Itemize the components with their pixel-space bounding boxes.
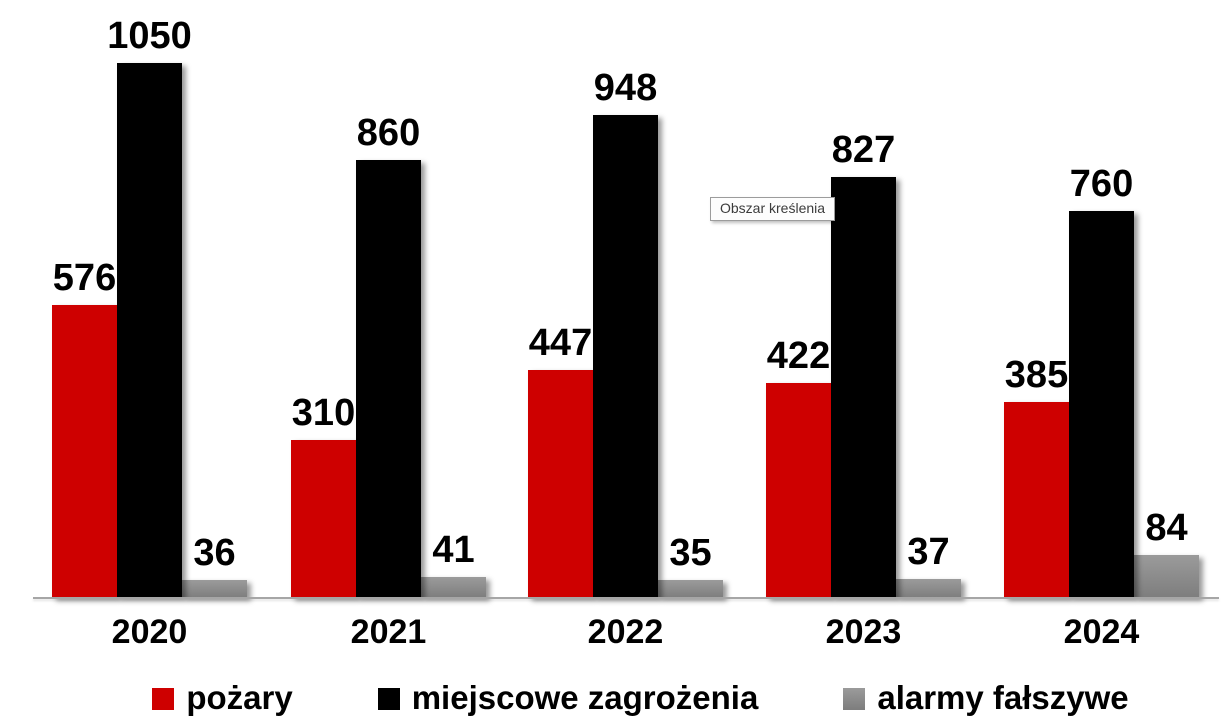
value-label-alarmy-falszywe-2020: 36 (193, 532, 236, 574)
legend-label-miejscowe-zagrozenia: miejscowe zagrożenia (411, 679, 759, 716)
plot-area-tooltip: Obszar kreślenia (710, 197, 836, 221)
x-axis-label-2023: 2023 (825, 613, 902, 651)
bar-pozary-2020[interactable] (52, 305, 117, 598)
legend: pożary miejscowe zagrożenia alarmy fałszyw… (0, 681, 1226, 714)
bar-alarmy-falszywe-2020[interactable] (182, 580, 247, 598)
value-label-miejscowe-zagrozenia-2024: 760 (1069, 163, 1134, 205)
bar-alarmy-falszywe-2024[interactable] (1134, 555, 1199, 598)
legend-marker-pozary (152, 688, 175, 710)
value-label-miejscowe-zagrozenia-2021: 860 (356, 112, 421, 154)
legend-marker-alarmy-falszywe (843, 688, 866, 710)
x-axis-label-2021: 2021 (350, 613, 427, 651)
bar-miejscowe-zagrozenia-2022[interactable] (593, 115, 658, 598)
value-label-miejscowe-zagrozenia-2020: 1050 (107, 15, 192, 57)
legend-item-alarmy-falszywe[interactable]: alarmy fałszywe (843, 679, 1129, 716)
legend-label-alarmy-falszywe: alarmy fałszywe (877, 679, 1129, 716)
legend-label-pozary: pożary (186, 679, 293, 716)
value-label-miejscowe-zagrozenia-2022: 948 (593, 67, 658, 109)
legend-item-miejscowe-zagrozenia[interactable]: miejscowe zagrożenia (377, 679, 759, 716)
legend-marker-miejscowe-zagrozenia (377, 688, 400, 710)
bar-pozary-2022[interactable] (528, 370, 593, 598)
bar-alarmy-falszywe-2023[interactable] (896, 579, 961, 598)
bar-miejscowe-zagrozenia-2020[interactable] (117, 63, 182, 598)
value-label-pozary-2021: 310 (291, 392, 356, 434)
value-label-alarmy-falszywe-2024: 84 (1145, 507, 1188, 549)
bar-pozary-2024[interactable] (1004, 402, 1069, 598)
x-axis-line (33, 597, 1219, 599)
value-label-pozary-2020: 576 (52, 257, 117, 299)
bar-pozary-2021[interactable] (291, 440, 356, 598)
value-label-pozary-2024: 385 (1004, 354, 1069, 396)
bar-pozary-2023[interactable] (766, 383, 831, 598)
x-axis-label-2020: 2020 (111, 613, 188, 651)
bar-miejscowe-zagrozenia-2021[interactable] (356, 160, 421, 598)
value-label-alarmy-falszywe-2021: 41 (432, 529, 475, 571)
value-label-pozary-2023: 422 (766, 335, 831, 377)
bar-alarmy-falszywe-2022[interactable] (658, 580, 723, 598)
legend-item-pozary[interactable]: pożary (152, 679, 293, 716)
x-axis-label-2024: 2024 (1063, 613, 1140, 651)
value-label-miejscowe-zagrozenia-2023: 827 (831, 129, 896, 171)
bar-miejscowe-zagrozenia-2024[interactable] (1069, 211, 1134, 598)
value-label-alarmy-falszywe-2022: 35 (669, 532, 712, 574)
bar-miejscowe-zagrozenia-2023[interactable] (831, 177, 896, 598)
x-axis-label-2022: 2022 (587, 613, 664, 651)
bar-alarmy-falszywe-2021[interactable] (421, 577, 486, 598)
value-label-pozary-2022: 447 (528, 322, 593, 364)
value-label-alarmy-falszywe-2023: 37 (907, 531, 950, 573)
plot-area-tooltip-text: Obszar kreślenia (720, 200, 826, 216)
